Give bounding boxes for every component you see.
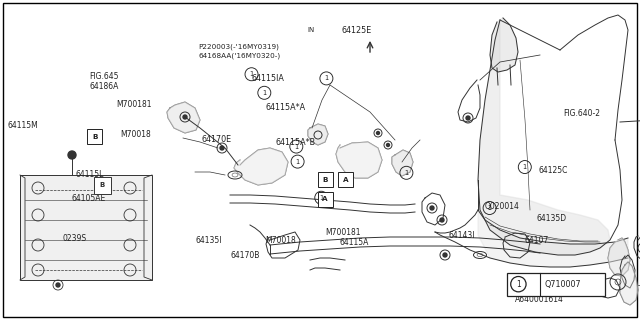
Text: 64186A: 64186A bbox=[90, 82, 119, 91]
Circle shape bbox=[440, 218, 444, 222]
Text: P220003(-'16MY0319): P220003(-'16MY0319) bbox=[198, 43, 279, 50]
FancyBboxPatch shape bbox=[317, 172, 333, 187]
Text: FIG.645: FIG.645 bbox=[90, 72, 119, 81]
Text: 64135D: 64135D bbox=[536, 214, 566, 223]
Circle shape bbox=[466, 116, 470, 120]
Text: M700181: M700181 bbox=[325, 228, 360, 237]
Text: 64105AE: 64105AE bbox=[72, 194, 106, 203]
Text: 64107: 64107 bbox=[525, 236, 549, 245]
FancyBboxPatch shape bbox=[507, 273, 605, 296]
Text: 1: 1 bbox=[296, 159, 300, 164]
Text: 64115A*A: 64115A*A bbox=[266, 103, 306, 112]
FancyBboxPatch shape bbox=[93, 177, 111, 194]
Text: 64135I: 64135I bbox=[195, 236, 221, 245]
Text: 1: 1 bbox=[404, 170, 408, 176]
Text: FIG.640-2: FIG.640-2 bbox=[563, 109, 600, 118]
Polygon shape bbox=[608, 238, 630, 276]
Polygon shape bbox=[478, 20, 610, 255]
Text: M70018: M70018 bbox=[120, 130, 151, 139]
Polygon shape bbox=[167, 102, 200, 133]
Text: 1: 1 bbox=[324, 76, 328, 81]
Polygon shape bbox=[490, 18, 518, 72]
Text: B: B bbox=[92, 134, 97, 140]
Text: 1: 1 bbox=[262, 90, 266, 96]
Text: 1: 1 bbox=[523, 164, 527, 170]
Text: A640001614: A640001614 bbox=[515, 295, 564, 304]
Text: Q710007: Q710007 bbox=[541, 281, 577, 290]
Text: 64115IA: 64115IA bbox=[252, 74, 284, 83]
Bar bbox=[20, 175, 152, 280]
Circle shape bbox=[183, 115, 187, 119]
Text: 1: 1 bbox=[319, 195, 323, 201]
Polygon shape bbox=[336, 142, 382, 178]
FancyBboxPatch shape bbox=[87, 130, 102, 144]
Text: 64125C: 64125C bbox=[539, 166, 568, 175]
Polygon shape bbox=[234, 148, 288, 185]
Circle shape bbox=[376, 132, 380, 134]
Polygon shape bbox=[308, 124, 328, 145]
Circle shape bbox=[387, 143, 390, 147]
Polygon shape bbox=[478, 210, 628, 267]
Text: 64170E: 64170E bbox=[202, 135, 232, 144]
Circle shape bbox=[56, 283, 60, 287]
Text: 64115M: 64115M bbox=[8, 121, 38, 130]
Text: A: A bbox=[323, 196, 328, 202]
Text: 64115A*B: 64115A*B bbox=[275, 138, 316, 147]
Polygon shape bbox=[392, 150, 413, 176]
FancyBboxPatch shape bbox=[338, 172, 353, 187]
Text: 64170B: 64170B bbox=[230, 252, 260, 260]
Polygon shape bbox=[620, 262, 638, 305]
Text: B: B bbox=[99, 182, 104, 188]
Circle shape bbox=[68, 151, 76, 159]
Text: 64143I: 64143I bbox=[448, 231, 474, 240]
Circle shape bbox=[443, 253, 447, 257]
Text: 64115A: 64115A bbox=[339, 238, 369, 247]
Text: A: A bbox=[343, 177, 348, 183]
Text: 64125E: 64125E bbox=[341, 26, 371, 35]
Text: 1: 1 bbox=[516, 280, 521, 289]
Circle shape bbox=[430, 206, 434, 210]
Text: 1: 1 bbox=[488, 205, 492, 211]
Text: B: B bbox=[323, 177, 328, 183]
Text: 1: 1 bbox=[294, 144, 298, 149]
Text: Q710007: Q710007 bbox=[545, 280, 581, 289]
FancyBboxPatch shape bbox=[317, 192, 333, 206]
Text: M700181: M700181 bbox=[116, 100, 152, 109]
Text: 64168AA('16MY0320-): 64168AA('16MY0320-) bbox=[198, 53, 280, 59]
Text: 64115L: 64115L bbox=[76, 170, 104, 179]
Circle shape bbox=[220, 146, 224, 150]
Text: 1: 1 bbox=[250, 71, 253, 77]
Text: IN: IN bbox=[307, 28, 314, 33]
Text: 0239S: 0239S bbox=[63, 234, 87, 243]
Text: Q020014: Q020014 bbox=[485, 202, 520, 211]
Text: M70018: M70018 bbox=[266, 236, 296, 245]
